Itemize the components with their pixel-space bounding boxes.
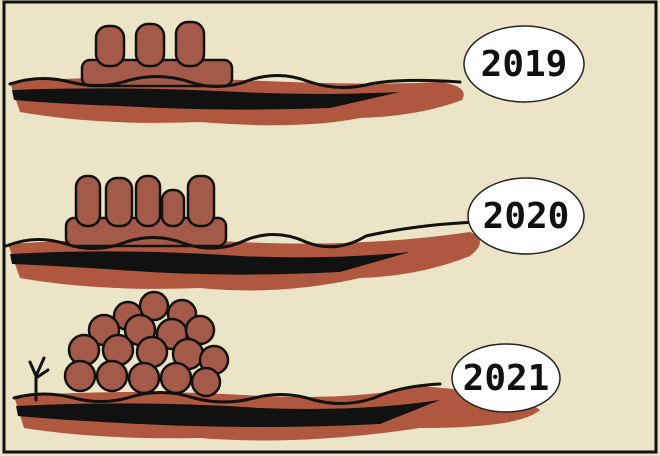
year-label: 2019	[481, 44, 568, 85]
comic-panel: 2019 2020 2021	[0, 0, 660, 456]
year-label: 2021	[463, 358, 550, 399]
figures	[66, 176, 226, 246]
year-label: 2020	[483, 196, 570, 237]
